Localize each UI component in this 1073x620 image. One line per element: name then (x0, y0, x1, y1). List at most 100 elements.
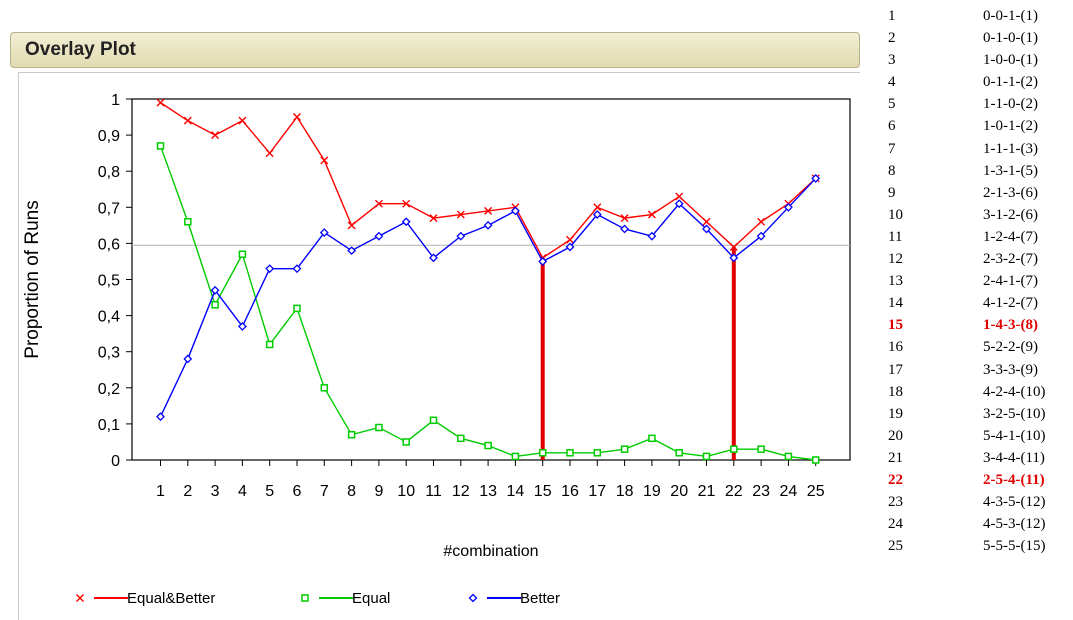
row-combination: 3-2-5-(10) (983, 403, 1045, 425)
data-point (302, 595, 308, 601)
row-combination: 4-5-3-(12) (983, 513, 1045, 535)
table-row: 4 0-1-1-(2) (888, 71, 1073, 93)
data-point (267, 341, 273, 347)
x-tick-label: 24 (780, 483, 798, 500)
data-point (349, 432, 355, 438)
y-tick-label: 0,7 (98, 200, 120, 217)
y-tick-label: 0,2 (98, 381, 120, 398)
y-tick-label: 0,8 (98, 164, 120, 181)
table-row: 25 5-5-5-(15) (888, 535, 1073, 557)
row-index: 10 (888, 204, 903, 226)
y-tick-label: 0,1 (98, 417, 120, 434)
row-combination: 1-2-4-(7) (983, 226, 1038, 248)
legend-entry-equal-better: Equal&Better (77, 590, 216, 607)
x-tick-label: 19 (643, 483, 661, 500)
x-tick-label: 10 (397, 483, 415, 500)
data-point (470, 595, 477, 602)
row-combination: 2-1-3-(6) (983, 182, 1038, 204)
data-point (485, 443, 491, 449)
row-index: 12 (888, 248, 903, 270)
x-tick-label: 20 (670, 483, 688, 500)
table-row: 20 5-4-1-(10) (888, 425, 1073, 447)
legend-entry-equal: Equal (302, 590, 390, 607)
data-point (458, 435, 464, 441)
row-combination: 4-1-2-(7) (983, 292, 1038, 314)
data-point (649, 435, 655, 441)
row-combination: 2-3-2-(7) (983, 248, 1038, 270)
y-tick-label: 0 (111, 453, 120, 470)
row-combination: 2-4-1-(7) (983, 270, 1038, 292)
data-point (321, 385, 327, 391)
combination-table: 1 0-0-1-(1) 2 0-1-0-(1) 3 1-0-0-(1) 4 0-1-1-(2)… (888, 5, 1073, 557)
table-row: 17 3-3-3-(9) (888, 359, 1073, 381)
y-axis-label: Proportion of Runs (22, 200, 43, 358)
data-point (813, 457, 819, 463)
row-combination: 5-2-2-(9) (983, 336, 1038, 358)
y-tick-label: 0,5 (98, 273, 120, 290)
data-point (785, 453, 791, 459)
overlay-plot-chart: 00,10,20,30,40,50,60,70,80,911 2 3 4 5 6 7 8 9 10… (0, 0, 870, 620)
x-tick-label: 3 (211, 483, 220, 500)
row-index: 20 (888, 425, 903, 447)
data-point (567, 450, 573, 456)
x-tick-label: 1 (156, 483, 165, 500)
legend-label: Equal&Better (127, 590, 215, 607)
data-point (512, 453, 518, 459)
row-combination: 5-4-1-(10) (983, 425, 1045, 447)
x-tick-label: 12 (452, 483, 470, 500)
table-row: 15 1-4-3-(8) (888, 314, 1073, 336)
x-tick-label: 4 (238, 483, 247, 500)
data-point (212, 302, 218, 308)
row-combination: 3-1-2-(6) (983, 204, 1038, 226)
row-combination: 0-0-1-(1) (983, 5, 1038, 27)
row-index: 16 (888, 336, 903, 358)
table-row: 8 1-3-1-(5) (888, 160, 1073, 182)
data-point (239, 251, 245, 257)
data-point (594, 450, 600, 456)
table-row: 19 3-2-5-(10) (888, 403, 1073, 425)
row-combination: 5-5-5-(15) (983, 535, 1045, 557)
row-index: 4 (888, 71, 896, 93)
row-index: 23 (888, 491, 903, 513)
table-row: 1 0-0-1-(1) (888, 5, 1073, 27)
table-row: 13 2-4-1-(7) (888, 270, 1073, 292)
row-combination: 0-1-1-(2) (983, 71, 1038, 93)
table-row: 9 2-1-3-(6) (888, 182, 1073, 204)
row-index: 19 (888, 403, 903, 425)
table-row: 11 1-2-4-(7) (888, 226, 1073, 248)
row-index: 9 (888, 182, 896, 204)
row-index: 21 (888, 447, 903, 469)
table-row: 7 1-1-1-(3) (888, 138, 1073, 160)
row-index: 14 (888, 292, 903, 314)
x-tick-label: 25 (807, 483, 825, 500)
data-point (731, 446, 737, 452)
row-index: 1 (888, 5, 896, 27)
table-row: 3 1-0-0-(1) (888, 49, 1073, 71)
table-row: 14 4-1-2-(7) (888, 292, 1073, 314)
row-index: 22 (888, 469, 903, 491)
x-tick-label: 21 (698, 483, 716, 500)
legend-label: Equal (352, 590, 390, 607)
y-tick-label: 1 (111, 92, 120, 109)
row-index: 11 (888, 226, 902, 248)
y-tick-label: 0,6 (98, 236, 120, 253)
data-point (676, 450, 682, 456)
table-row: 21 3-4-4-(11) (888, 447, 1073, 469)
data-point (158, 143, 164, 149)
table-row: 18 4-2-4-(10) (888, 381, 1073, 403)
row-index: 25 (888, 535, 903, 557)
row-index: 2 (888, 27, 896, 49)
table-row: 6 1-0-1-(2) (888, 115, 1073, 137)
x-tick-label: 5 (265, 483, 274, 500)
x-tick-label: 7 (320, 483, 329, 500)
data-point (758, 446, 764, 452)
x-axis-label: #combination (443, 543, 538, 560)
row-combination: 1-1-0-(2) (983, 93, 1038, 115)
row-index: 17 (888, 359, 903, 381)
table-row: 24 4-5-3-(12) (888, 513, 1073, 535)
table-row: 10 3-1-2-(6) (888, 204, 1073, 226)
x-tick-label: 17 (588, 483, 606, 500)
legend-entry-better: Better (470, 590, 561, 607)
row-index: 5 (888, 93, 896, 115)
plot-area (132, 99, 850, 460)
